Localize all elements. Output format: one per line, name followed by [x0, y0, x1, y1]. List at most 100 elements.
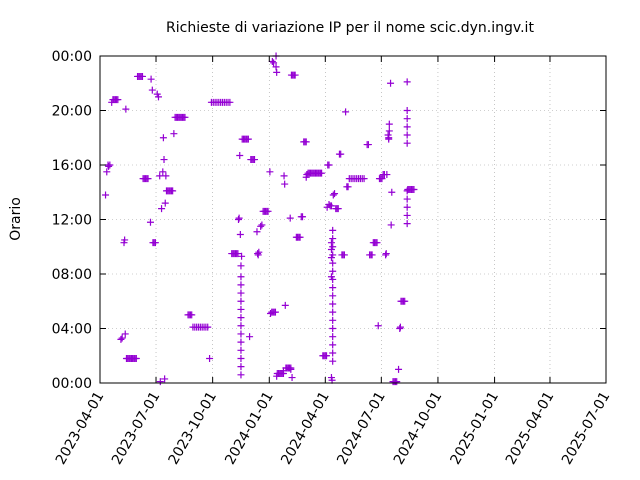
data-point: [331, 190, 339, 198]
x-tick-labels: 2023-04-01 2023-07-01 2023-10-01 2024-01-01…: [53, 389, 614, 467]
data-point: [344, 183, 352, 191]
data-point: [329, 235, 337, 243]
y-tick-label: 16:00: [52, 158, 92, 174]
data-point: [385, 134, 393, 142]
data-point: [237, 314, 245, 322]
data-point: [148, 86, 156, 94]
data-point: [237, 322, 245, 330]
data-point: [235, 216, 243, 223]
data-point: [403, 203, 411, 211]
data-point: [368, 251, 376, 259]
data-point: [329, 357, 337, 365]
y-tick-label: 20:00: [52, 104, 92, 120]
data-point: [160, 156, 168, 164]
x-tick-label: 2024-04-01: [278, 389, 333, 467]
data-point: [329, 284, 337, 292]
data-point: [388, 188, 396, 196]
data-point: [323, 352, 331, 360]
data-point: [270, 59, 278, 67]
data-point: [329, 267, 337, 275]
y-tick-label: 00:00: [52, 49, 92, 65]
data-point: [117, 335, 125, 343]
data-point: [251, 156, 259, 164]
data-point: [237, 281, 245, 289]
data-point: [156, 172, 164, 180]
data-point: [103, 168, 111, 176]
data-point: [329, 308, 337, 316]
data-point: [156, 378, 164, 386]
data-point: [383, 171, 391, 179]
data-point: [102, 191, 110, 199]
data-point: [329, 226, 337, 234]
data-point: [204, 323, 212, 331]
data-point: [327, 273, 335, 281]
data-point: [403, 187, 411, 195]
data-point: [327, 239, 335, 247]
data-point: [105, 162, 113, 170]
data-point: [401, 297, 409, 305]
data-point: [206, 354, 214, 362]
x-tick-label: 2023-10-01: [166, 389, 221, 467]
data-point: [410, 186, 418, 194]
data-point: [158, 205, 166, 213]
grid-layer: [100, 56, 606, 383]
data-point: [237, 297, 245, 305]
data-point: [281, 180, 289, 188]
data-point: [296, 233, 304, 241]
data-point: [237, 289, 245, 297]
data-point: [159, 134, 167, 142]
data-point: [138, 72, 146, 80]
data-point: [273, 68, 281, 76]
data-point: [264, 207, 272, 215]
data-point: [342, 108, 350, 116]
data-point: [147, 75, 155, 83]
data-point: [327, 254, 335, 262]
data-point: [287, 365, 295, 373]
x-tick-label: 2025-01-01: [448, 389, 503, 467]
data-point: [329, 292, 337, 300]
data-point: [114, 96, 122, 104]
data-point: [337, 150, 345, 158]
data-point: [382, 250, 390, 258]
data-point: [244, 135, 252, 143]
chart-title: Richieste di variazione IP per il nome s…: [166, 20, 534, 36]
data-point: [106, 161, 114, 169]
data-point: [327, 202, 335, 210]
data-point: [387, 79, 395, 87]
data-point: [169, 187, 177, 195]
data-point: [327, 245, 335, 253]
data-point: [403, 131, 411, 139]
data-point: [396, 325, 404, 332]
data-point: [144, 175, 152, 183]
data-point: [325, 161, 333, 169]
data-point: [329, 300, 337, 308]
data-point: [258, 221, 266, 229]
data-point: [162, 172, 170, 180]
data-point: [385, 127, 393, 135]
data-point: [329, 325, 337, 332]
x-tick-label: 2023-07-01: [109, 389, 164, 467]
data-point: [237, 346, 245, 354]
data-point: [226, 98, 234, 106]
data-point: [237, 354, 245, 362]
data-point: [268, 57, 276, 65]
data-point: [246, 333, 254, 341]
data-point: [122, 105, 130, 113]
y-tick-label: 12:00: [52, 213, 92, 229]
data-point: [161, 199, 169, 207]
x-tick-label: 2024-07-01: [334, 389, 389, 467]
data-point: [271, 308, 279, 316]
marks-layer: [102, 52, 418, 386]
data-point: [253, 228, 261, 236]
data-point: [329, 191, 337, 199]
x-tick-label: 2024-01-01: [222, 389, 277, 467]
data-point: [272, 63, 280, 71]
data-point: [237, 338, 245, 346]
data-point: [302, 138, 310, 146]
data-point: [403, 123, 411, 131]
data-point: [395, 365, 403, 373]
x-tick-label: 2025-04-01: [503, 389, 558, 467]
data-point: [146, 218, 154, 226]
data-point: [329, 341, 337, 349]
